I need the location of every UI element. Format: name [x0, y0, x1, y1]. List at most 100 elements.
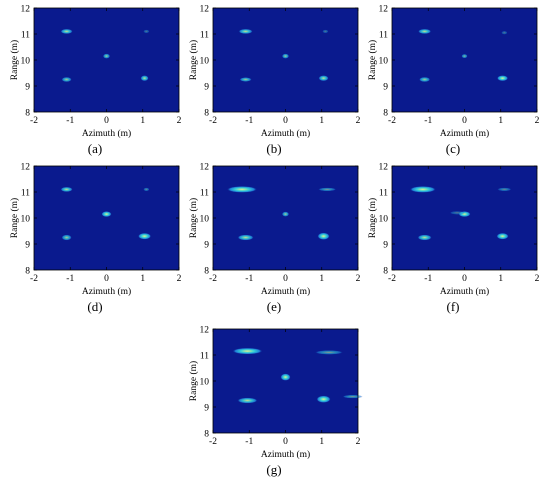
y-tick-label: 10 [379, 215, 389, 225]
x-tick-label: 2 [356, 116, 361, 126]
x-tick-label: 0 [283, 116, 288, 126]
y-tick-label: 12 [21, 5, 31, 15]
target-response [237, 234, 254, 241]
target-response [318, 187, 337, 192]
figure-panel: -2 -1 0 1 2 8 9 10 11 12 Azimuth (m) Range (m) (d) [6, 160, 184, 320]
target-response [101, 211, 112, 218]
target-response [140, 75, 149, 82]
x-tick-label: -2 [30, 274, 38, 284]
plot-background [213, 8, 358, 112]
y-tick-label: 8 [25, 109, 30, 119]
figure-panel: -2 -1 0 1 2 8 9 10 11 12 Azimuth (m) Range (m) (f) [364, 160, 542, 320]
x-tick-label: -2 [388, 116, 396, 126]
y-tick-label: 8 [25, 267, 30, 277]
plot-background [34, 166, 179, 270]
x-axis-title: Azimuth (m) [82, 128, 131, 139]
y-tick-label: 11 [200, 189, 209, 199]
target-response [102, 53, 111, 59]
y-tick-label: 9 [204, 404, 209, 414]
target-response [232, 347, 263, 355]
y-tick-label: 10 [200, 215, 210, 225]
target-response [317, 232, 330, 240]
panel-caption: (f) [446, 299, 460, 314]
x-tick-label: 2 [356, 437, 361, 447]
target-response [497, 187, 512, 192]
x-tick-label: 2 [177, 274, 182, 284]
x-tick-label: -1 [245, 437, 253, 447]
y-tick-label: 10 [21, 57, 31, 67]
figure-panel: -2 -1 0 1 2 8 9 10 11 12 Azimuth (m) Range (m) (b) [185, 2, 363, 162]
x-axis-title: Azimuth (m) [261, 286, 310, 297]
y-axis-title: Range (m) [188, 40, 199, 80]
x-tick-label: -2 [209, 274, 217, 284]
y-tick-label: 12 [200, 5, 210, 15]
y-tick-label: 12 [379, 163, 389, 173]
y-axis-title: Range (m) [367, 40, 378, 80]
x-tick-label: -2 [388, 274, 396, 284]
y-tick-label: 10 [379, 57, 389, 67]
target-response [61, 234, 72, 241]
target-response [418, 28, 432, 34]
plot-background [392, 8, 537, 112]
x-tick-label: 0 [462, 274, 467, 284]
x-axis-title: Azimuth (m) [261, 128, 310, 139]
target-response [143, 29, 150, 34]
figure-panel: -2 -1 0 1 2 8 9 10 11 12 Azimuth (m) Range (m) (a) [6, 2, 184, 162]
x-tick-label: -1 [245, 274, 253, 284]
y-tick-label: 9 [383, 241, 388, 251]
target-response [496, 232, 509, 240]
x-tick-label: 1 [319, 437, 324, 447]
x-tick-label: 1 [319, 116, 324, 126]
y-tick-label: 9 [25, 241, 30, 251]
y-tick-label: 11 [200, 352, 209, 362]
x-tick-label: -1 [66, 116, 74, 126]
target-response [316, 395, 331, 403]
panel-caption: (b) [266, 141, 282, 156]
y-axis-title: Range (m) [367, 198, 378, 238]
target-response [280, 373, 291, 381]
target-response [238, 28, 253, 34]
target-response [496, 75, 509, 82]
x-tick-label: 2 [356, 274, 361, 284]
target-response [281, 53, 290, 59]
y-tick-label: 8 [204, 109, 209, 119]
target-response [342, 394, 363, 399]
y-tick-label: 8 [204, 267, 209, 277]
panel-caption: (c) [445, 141, 461, 156]
y-tick-label: 9 [383, 83, 388, 93]
x-axis-title: Azimuth (m) [440, 128, 489, 139]
target-response [60, 186, 73, 192]
x-tick-label: 0 [283, 437, 288, 447]
plot-background [213, 166, 358, 270]
y-tick-label: 9 [204, 241, 209, 251]
panel-caption: (e) [266, 299, 282, 314]
x-tick-label: -1 [66, 274, 74, 284]
x-tick-label: 1 [319, 274, 324, 284]
x-tick-label: -1 [424, 274, 432, 284]
figure-panel: -2 -1 0 1 2 8 9 10 11 12 Azimuth (m) Range (m) (g) [185, 323, 363, 483]
y-tick-label: 11 [379, 189, 388, 199]
target-response [318, 75, 329, 82]
target-response [239, 77, 252, 82]
y-tick-label: 11 [379, 31, 388, 41]
x-tick-label: 0 [104, 116, 109, 126]
y-tick-label: 9 [25, 83, 30, 93]
y-tick-label: 9 [204, 83, 209, 93]
target-response [237, 397, 258, 404]
plot-background [213, 329, 358, 433]
x-tick-label: -1 [424, 116, 432, 126]
x-tick-label: 1 [140, 116, 145, 126]
target-response [419, 76, 431, 83]
y-axis-title: Range (m) [188, 198, 199, 238]
x-tick-label: -2 [30, 116, 38, 126]
x-tick-label: 2 [177, 116, 182, 126]
y-tick-label: 8 [204, 430, 209, 440]
x-tick-label: -2 [209, 437, 217, 447]
x-tick-label: 2 [535, 274, 540, 284]
y-tick-label: 11 [21, 189, 30, 199]
